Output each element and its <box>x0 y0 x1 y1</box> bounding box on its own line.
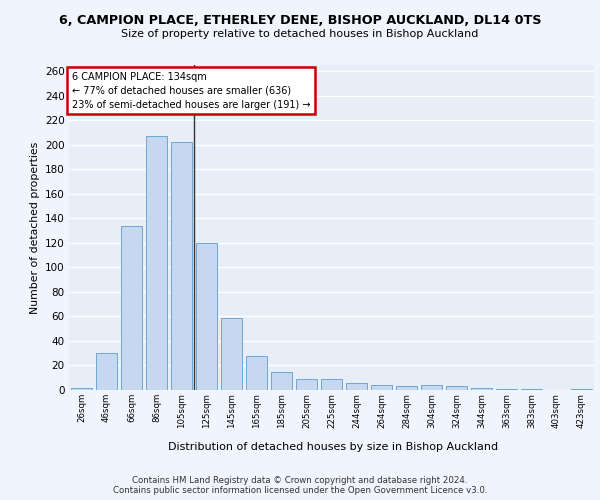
Bar <box>421 385 442 390</box>
Bar <box>571 389 592 390</box>
Text: 6, CAMPION PLACE, ETHERLEY DENE, BISHOP AUCKLAND, DL14 0TS: 6, CAMPION PLACE, ETHERLEY DENE, BISHOP … <box>59 14 541 27</box>
Bar <box>496 389 517 390</box>
Bar <box>96 353 117 390</box>
Bar <box>196 243 217 390</box>
Y-axis label: Number of detached properties: Number of detached properties <box>29 142 40 314</box>
Bar <box>121 226 142 390</box>
Bar <box>321 379 342 390</box>
Text: Contains HM Land Registry data © Crown copyright and database right 2024.
Contai: Contains HM Land Registry data © Crown c… <box>113 476 487 495</box>
Bar <box>146 136 167 390</box>
Bar <box>296 379 317 390</box>
Bar <box>371 385 392 390</box>
Text: Size of property relative to detached houses in Bishop Auckland: Size of property relative to detached ho… <box>121 29 479 39</box>
Text: 6 CAMPION PLACE: 134sqm
← 77% of detached houses are smaller (636)
23% of semi-d: 6 CAMPION PLACE: 134sqm ← 77% of detache… <box>71 72 310 110</box>
Bar <box>221 318 242 390</box>
Bar <box>246 356 267 390</box>
Text: Distribution of detached houses by size in Bishop Auckland: Distribution of detached houses by size … <box>168 442 498 452</box>
Bar <box>396 386 417 390</box>
Bar <box>346 382 367 390</box>
Bar <box>71 388 92 390</box>
Bar <box>521 389 542 390</box>
Bar <box>446 386 467 390</box>
Bar <box>271 372 292 390</box>
Bar <box>171 142 192 390</box>
Bar <box>471 388 492 390</box>
